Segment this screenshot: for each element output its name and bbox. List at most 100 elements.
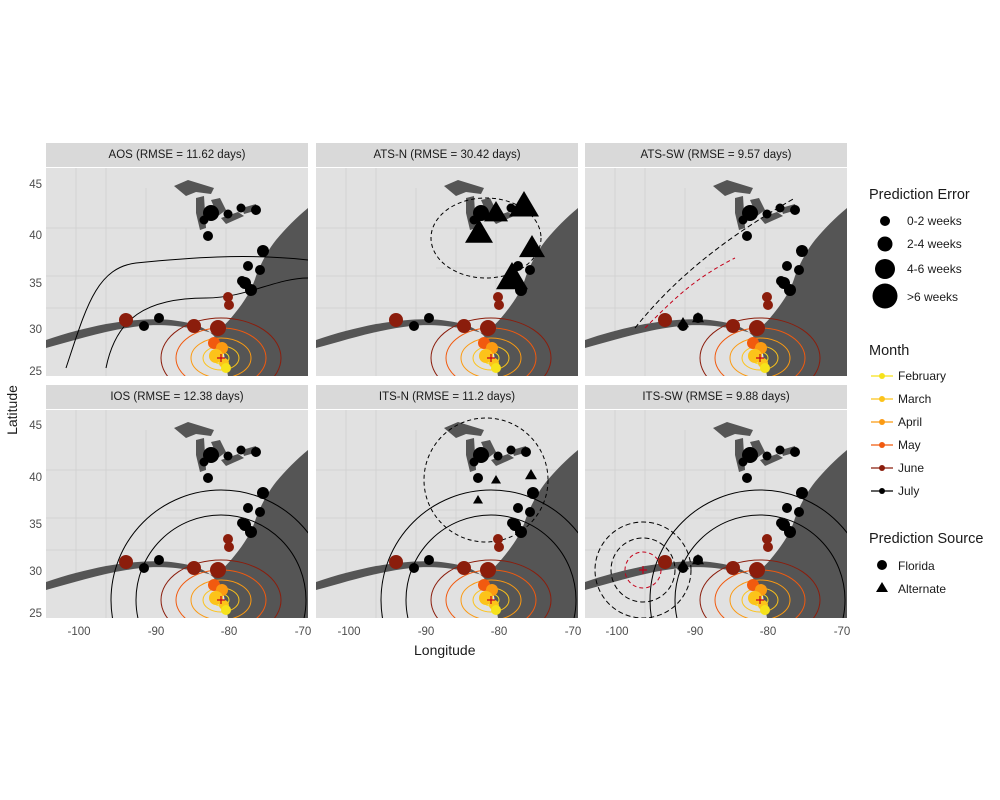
stopover-marker bbox=[776, 518, 786, 528]
stopover-marker bbox=[209, 591, 223, 605]
probability-contour bbox=[729, 579, 791, 618]
stopover-marker bbox=[794, 265, 804, 275]
stopover-marker bbox=[790, 205, 800, 215]
stopover-marker bbox=[243, 261, 253, 271]
probability-contour bbox=[699, 559, 821, 618]
stopover-marker bbox=[493, 451, 503, 461]
great-lake-shape bbox=[174, 180, 214, 196]
great-lake-shape bbox=[174, 422, 214, 438]
alternate-contour bbox=[624, 551, 662, 589]
stopover-marker bbox=[203, 231, 213, 241]
july-contour bbox=[405, 514, 577, 618]
stopover-marker bbox=[762, 292, 772, 302]
stopover-marker bbox=[424, 555, 434, 565]
alternate-triangle-marker bbox=[465, 219, 493, 243]
x-tick: -80 bbox=[220, 626, 238, 638]
stopover-marker bbox=[749, 320, 765, 336]
stopover-marker bbox=[726, 561, 740, 575]
alternate-triangle-marker bbox=[491, 475, 501, 484]
x-tick: -100 bbox=[605, 626, 629, 638]
legend-month-label: July bbox=[898, 484, 920, 498]
legend-error-title: Prediction Error bbox=[869, 187, 970, 203]
stopover-marker bbox=[784, 284, 796, 296]
alternate-triangle-marker bbox=[519, 235, 545, 258]
stopover-marker bbox=[775, 445, 785, 455]
ocean-shape bbox=[46, 450, 308, 618]
panel-title: AOS (RMSE = 11.62 days) bbox=[46, 143, 308, 167]
stopover-marker bbox=[794, 507, 804, 517]
stopover-marker bbox=[479, 591, 493, 605]
probability-contour bbox=[160, 317, 282, 376]
stopover-marker bbox=[457, 561, 471, 575]
great-lake-shape bbox=[481, 440, 496, 458]
stopover-marker bbox=[762, 534, 772, 544]
probability-contour bbox=[460, 337, 522, 376]
y-tick: 45 bbox=[29, 420, 42, 432]
stopover-marker bbox=[237, 276, 247, 286]
stopover-marker bbox=[493, 534, 503, 544]
great-lake-shape bbox=[491, 454, 514, 466]
y-tick: 25 bbox=[29, 366, 42, 378]
stopover-marker bbox=[749, 562, 765, 578]
stopover-marker bbox=[790, 447, 800, 457]
panel-1: AOS (RMSE = 11.62 days) bbox=[46, 143, 308, 376]
stopover-marker bbox=[762, 451, 772, 461]
alternate-triangle-marker bbox=[659, 556, 671, 567]
great-lake-shape bbox=[750, 198, 765, 216]
alternate-triangle-marker bbox=[509, 191, 539, 217]
alternate-contour bbox=[644, 257, 736, 329]
july-contour bbox=[674, 514, 846, 618]
panel-3: ATS-SW (RMSE = 9.57 days) bbox=[585, 143, 847, 376]
stopover-marker bbox=[742, 473, 752, 483]
ocean-shape bbox=[585, 208, 847, 376]
great-lake-shape bbox=[760, 212, 783, 224]
stopover-marker bbox=[760, 605, 770, 615]
legend-month-dot bbox=[879, 442, 885, 448]
stopover-marker bbox=[223, 451, 233, 461]
legend-source-label: Alternate bbox=[898, 582, 947, 596]
stopover-marker bbox=[493, 292, 503, 302]
florida-center-cross bbox=[756, 596, 764, 604]
x-tick: -90 bbox=[686, 626, 704, 638]
stopover-marker bbox=[154, 313, 164, 323]
alternate-triangle-marker bbox=[677, 559, 689, 570]
stopover-marker bbox=[762, 209, 772, 219]
stopover-marker bbox=[748, 349, 762, 363]
legend-error-label: 2-4 weeks bbox=[907, 237, 962, 251]
map-plot bbox=[585, 410, 847, 618]
y-tick: 40 bbox=[29, 230, 42, 242]
legend-source-keys bbox=[876, 560, 888, 592]
stopover-marker bbox=[223, 292, 233, 302]
great-lake-shape bbox=[221, 454, 244, 466]
legend-error-keys bbox=[872, 216, 898, 309]
probability-contour bbox=[460, 579, 522, 618]
stopover-marker bbox=[763, 542, 773, 552]
probability-contour bbox=[430, 559, 552, 618]
stopover-marker bbox=[776, 276, 786, 286]
stopover-marker bbox=[203, 447, 219, 463]
stopover-marker bbox=[527, 487, 539, 499]
stopover-marker bbox=[223, 209, 233, 219]
alternate-contour bbox=[610, 537, 676, 603]
great-lake-shape bbox=[221, 212, 244, 224]
stopover-marker bbox=[245, 526, 257, 538]
map-plot bbox=[46, 168, 308, 376]
stopover-marker bbox=[389, 555, 403, 569]
stopover-marker bbox=[119, 313, 133, 327]
legend-error-dot-1 bbox=[880, 216, 890, 226]
stopover-marker bbox=[203, 205, 219, 221]
stopover-marker bbox=[243, 503, 253, 513]
july-contour bbox=[135, 514, 307, 618]
stopover-marker bbox=[209, 349, 223, 363]
stopover-marker bbox=[119, 555, 133, 569]
florida-center-cross bbox=[756, 354, 764, 362]
panel-title: ATS-SW (RMSE = 9.57 days) bbox=[585, 143, 847, 167]
alternate-center-cross bbox=[639, 566, 647, 574]
legend-error-label: 0-2 weeks bbox=[907, 214, 962, 228]
stopover-marker bbox=[742, 231, 752, 241]
stopover-marker bbox=[203, 473, 213, 483]
map-plot bbox=[316, 410, 578, 618]
map-plot bbox=[46, 410, 308, 618]
stopover-marker bbox=[236, 203, 246, 213]
stopover-marker bbox=[784, 526, 796, 538]
